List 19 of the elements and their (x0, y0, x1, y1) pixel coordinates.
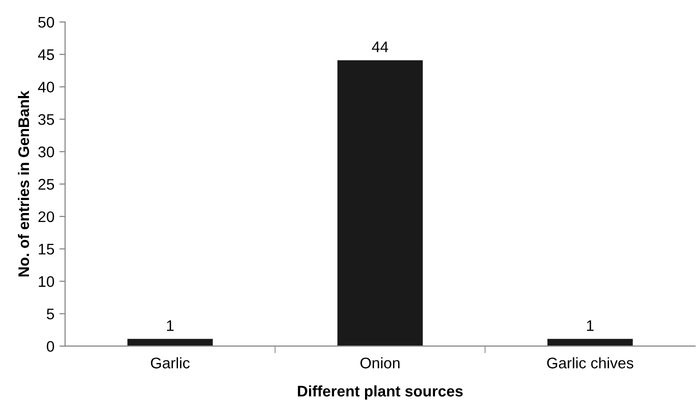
y-axis-title: No. of entries in GenBank (18, 90, 30, 276)
y-tick-label: 20 (38, 211, 54, 222)
data-label: 1 (167, 320, 174, 331)
x-tick-label: Garlic chives (547, 357, 634, 368)
x-axis-title: Different plant sources (298, 385, 463, 400)
y-tick-label: 40 (38, 82, 54, 93)
y-tick-label: 5 (46, 308, 54, 320)
data-label: 1 (587, 320, 594, 331)
y-tick-label: 25 (38, 178, 54, 190)
y-tick-label: 30 (38, 146, 54, 158)
y-tick-label: 35 (38, 114, 54, 125)
y-tick-label: 15 (38, 244, 54, 255)
y-tick-label: 45 (38, 49, 54, 60)
x-tick-label: Garlic (150, 357, 190, 368)
y-tick-label: 0 (46, 340, 54, 352)
y-tick-label: 10 (38, 276, 54, 287)
x-tick-label: Onion (360, 357, 400, 368)
data-label: 44 (372, 42, 388, 52)
y-tick-label: 50 (38, 16, 54, 28)
